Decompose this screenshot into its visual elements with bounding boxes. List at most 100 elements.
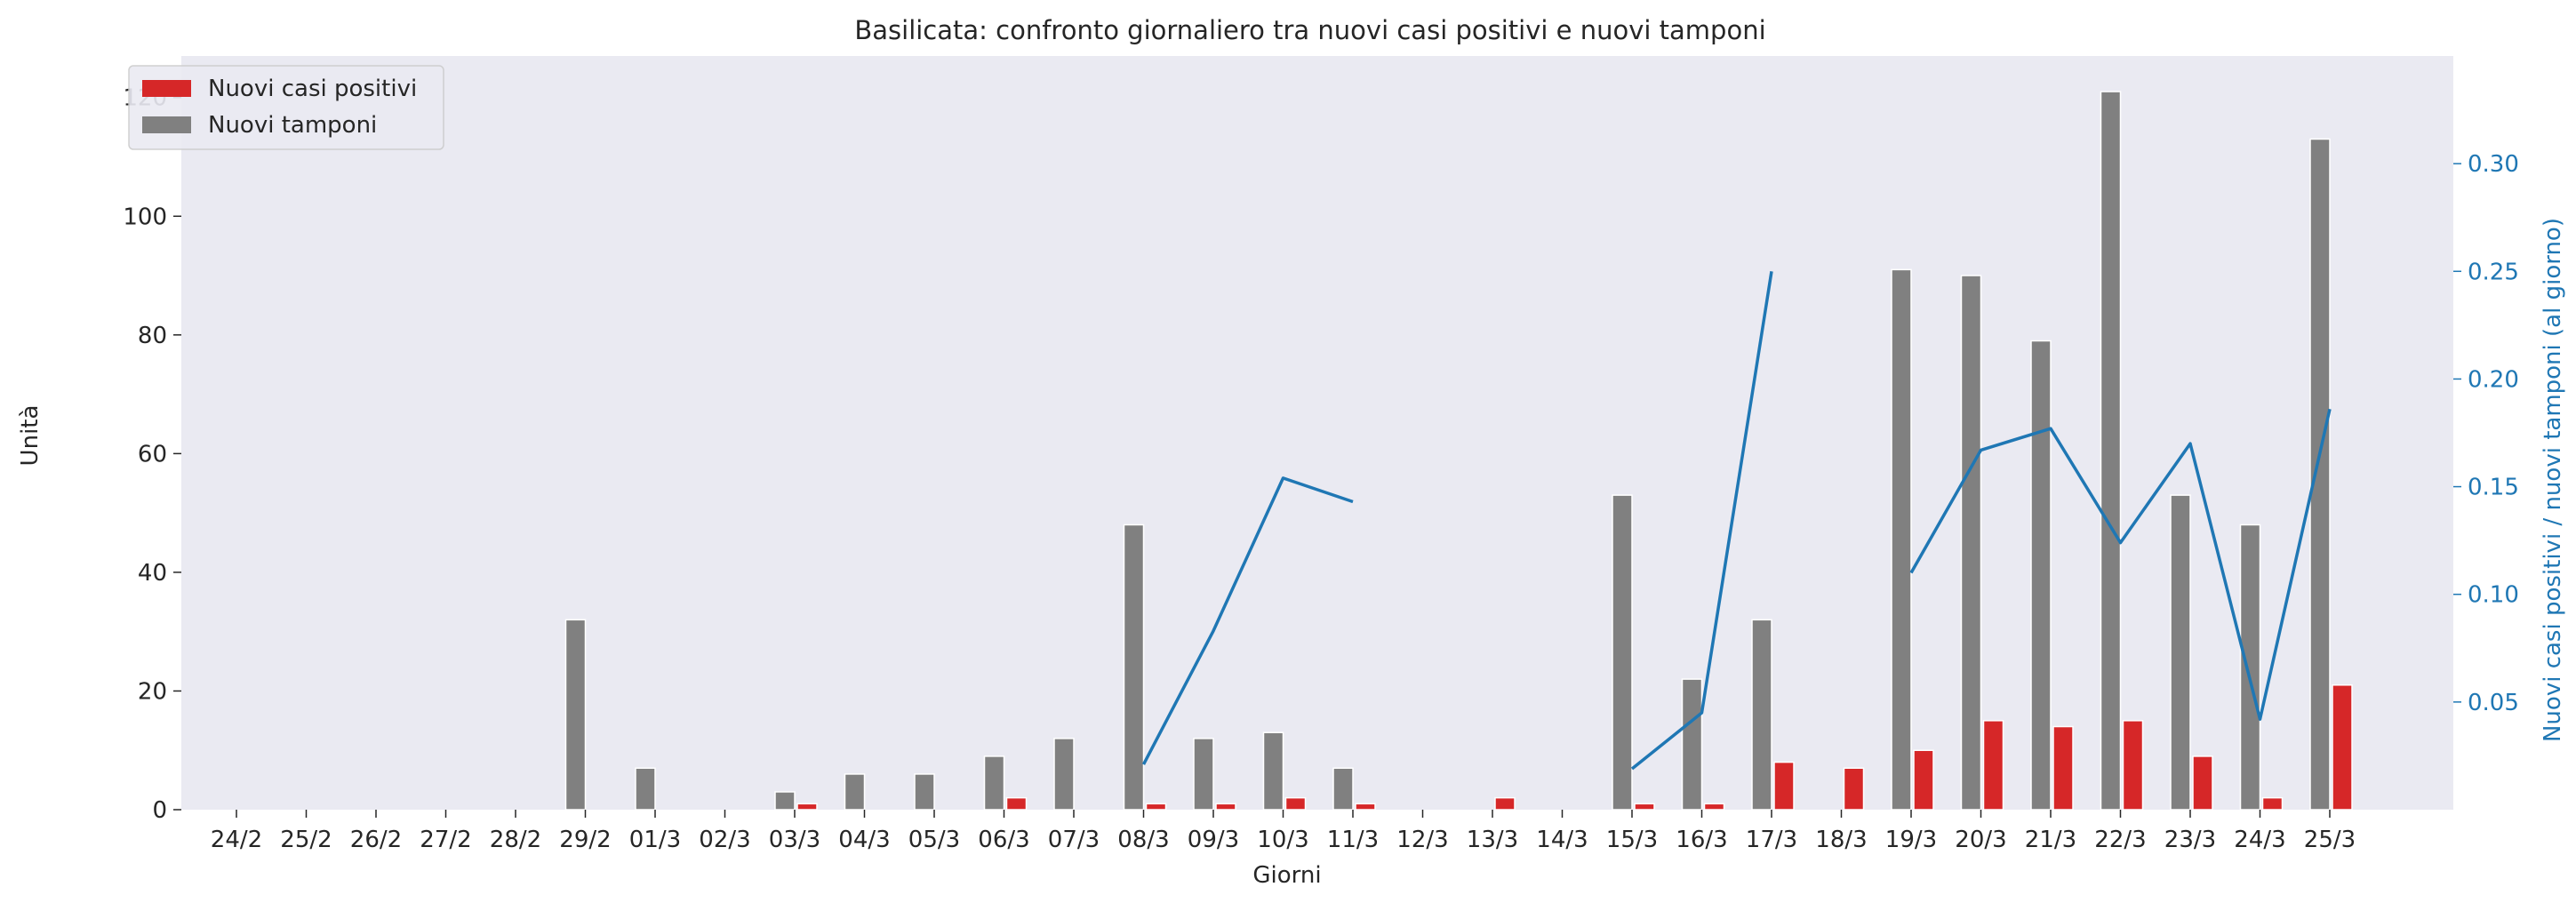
x-tick-label: 06/3 [978, 827, 1029, 853]
bar-tamponi [1123, 523, 1145, 811]
bar-positivi [2332, 684, 2353, 811]
x-tick-label: 13/3 [1467, 827, 1518, 853]
legend-label-positivi: Nuovi casi positivi [208, 76, 417, 102]
bar-tamponi [1751, 619, 1772, 811]
bar-positivi [1494, 796, 1516, 811]
bar-tamponi [2100, 91, 2122, 811]
bar-tamponi [844, 773, 866, 811]
y-tick-label: 40 [138, 560, 167, 587]
bar-positivi [1773, 761, 1795, 811]
legend-swatch-tamponi [142, 116, 191, 133]
bar-positivi [2052, 725, 2074, 811]
x-tick-label: 05/3 [908, 827, 960, 853]
ratio-line-segment [1909, 408, 2332, 721]
y2-tick-label: 0.25 [2468, 259, 2519, 285]
y2-tick-label: 0.15 [2468, 475, 2519, 501]
bar-tamponi [983, 755, 1005, 811]
bar-tamponi [1612, 494, 1633, 811]
y2-tick-label: 0.30 [2468, 151, 2519, 178]
x-tick-label: 25/2 [280, 827, 332, 853]
x-tick-label: 08/3 [1117, 827, 1169, 853]
y2-axis-label: Nuovi casi positivi / nuovi tamponi (al … [2540, 218, 2566, 742]
bar-positivi [2122, 720, 2144, 811]
x-tick-label: 11/3 [1327, 827, 1379, 853]
bar-tamponi [1053, 738, 1075, 811]
x-tick-label: 04/3 [838, 827, 890, 853]
ratio-line-layer [1141, 271, 2332, 771]
bar-tamponi [635, 767, 656, 811]
x-tick-label: 25/3 [2304, 827, 2356, 853]
legend-label-tamponi: Nuovi tamponi [208, 112, 377, 139]
bar-tamponi [1681, 678, 1703, 811]
x-tick-label: 20/3 [1955, 827, 2006, 853]
bar-positivi [1355, 803, 1376, 811]
legend-swatch-positivi [142, 80, 191, 97]
bar-tamponi [2170, 494, 2191, 811]
ratio-line-segment [1141, 476, 1354, 765]
y-tick-label: 80 [138, 323, 167, 349]
bar-positivi [1843, 767, 1865, 811]
bar-tamponi [774, 791, 796, 811]
bar-positivi [1982, 720, 2004, 811]
x-tick-label: 28/2 [490, 827, 541, 853]
bar-positivi [2192, 755, 2213, 811]
y-tick-label: 0 [152, 797, 167, 824]
left-axis-ticks: 020406080100120 [123, 85, 181, 824]
plot-area [181, 56, 2453, 810]
chart-title: Basilicata: confronto giornaliero tra nu… [854, 15, 1765, 45]
y2-tick-label: 0.05 [2468, 690, 2519, 716]
x-axis-ticks: 24/2 25/2 26/2 27/2 28/2 29/2 01/3 02/3 03/3 04/3… [211, 810, 2356, 853]
bar-tamponi [1193, 738, 1214, 811]
bar-tamponi [914, 773, 935, 811]
x-tick-label: 24/3 [2234, 827, 2285, 853]
x-axis-label: Giorni [1252, 862, 1321, 889]
bar-tamponi [564, 619, 587, 811]
y-axis-label: Unità [17, 405, 44, 467]
ratio-line-segment [1630, 271, 1773, 771]
bar-tamponi [1262, 731, 1284, 811]
x-tick-label: 01/3 [629, 827, 681, 853]
right-axis-ticks: 0.05 0.10 0.15 0.20 0.25 0.30 [2453, 151, 2519, 716]
bar-tamponi [2239, 523, 2261, 811]
x-tick-label: 07/3 [1048, 827, 1100, 853]
x-tick-label: 15/3 [1606, 827, 1658, 853]
bar-positivi [1913, 749, 1934, 811]
x-tick-label: 22/3 [2094, 827, 2146, 853]
bar-positivi [2261, 796, 2284, 811]
bar-positivi [1215, 803, 1236, 811]
x-tick-label: 16/3 [1676, 827, 1727, 853]
legend-box [128, 65, 444, 150]
x-tick-label: 18/3 [1815, 827, 1867, 853]
x-tick-label: 03/3 [769, 827, 820, 853]
bar-positivi [796, 803, 818, 811]
bar-positivi [1145, 803, 1167, 811]
bar-tamponi [1891, 268, 1912, 811]
legend: Nuovi casi positivi Nuovi tamponi [128, 65, 444, 150]
x-tick-label: 02/3 [699, 827, 750, 853]
bar-tamponi [1960, 275, 1982, 811]
x-tick-label: 09/3 [1188, 827, 1239, 853]
y-tick-label: 100 [123, 204, 167, 230]
x-tick-label: 26/2 [350, 827, 402, 853]
x-tick-label: 23/3 [2164, 827, 2216, 853]
y2-tick-label: 0.10 [2468, 582, 2519, 609]
x-tick-label: 21/3 [2025, 827, 2076, 853]
bars-layer [564, 91, 2353, 811]
x-tick-label: 19/3 [1885, 827, 1937, 853]
bar-tamponi [1332, 767, 1354, 811]
x-tick-label: 24/2 [211, 827, 262, 853]
y-tick-label: 20 [138, 678, 167, 705]
x-tick-label: 10/3 [1257, 827, 1308, 853]
y2-tick-label: 0.20 [2468, 366, 2519, 393]
x-tick-label: 17/3 [1746, 827, 1797, 853]
bar-positivi [1703, 803, 1725, 811]
x-tick-label: 14/3 [1536, 827, 1588, 853]
y-tick-label: 60 [138, 441, 167, 467]
x-tick-label: 27/2 [420, 827, 471, 853]
bar-positivi [1005, 796, 1028, 811]
bar-positivi [1284, 796, 1307, 811]
bar-tamponi [2030, 340, 2052, 811]
bar-tamponi [2309, 138, 2331, 811]
x-tick-label: 29/2 [559, 827, 611, 853]
